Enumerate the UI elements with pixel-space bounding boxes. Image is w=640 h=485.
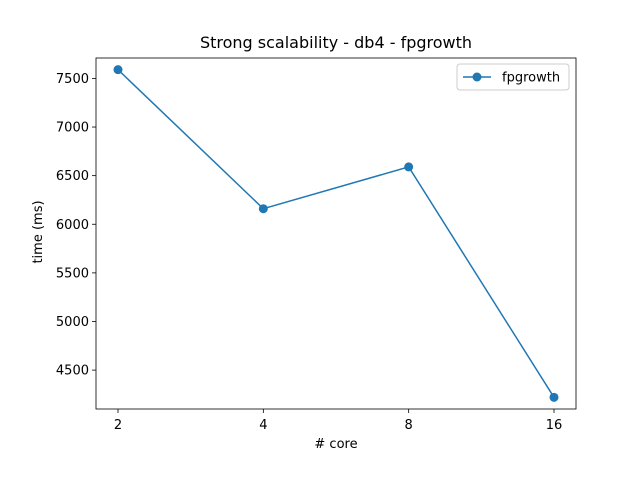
chart-title: Strong scalability - db4 - fpgrowth xyxy=(200,33,472,52)
data-point xyxy=(258,204,268,214)
y-tick-label: 7500 xyxy=(56,72,89,87)
data-point xyxy=(549,392,559,402)
y-tick-label: 5500 xyxy=(56,266,89,281)
data-point xyxy=(404,162,414,172)
y-tick-label: 4500 xyxy=(56,364,89,379)
y-tick-label: 6000 xyxy=(56,218,89,233)
legend-series-label: fpgrowth xyxy=(502,71,560,86)
x-tick-label: 2 xyxy=(114,418,122,433)
x-axis-label: # core xyxy=(314,437,357,452)
y-tick-label: 6500 xyxy=(56,169,89,184)
y-tick-label: 5000 xyxy=(56,315,89,330)
legend-box xyxy=(456,63,570,91)
plot-frame xyxy=(95,57,577,410)
series-line-fpgrowth xyxy=(117,69,555,398)
x-tick-label: 4 xyxy=(259,418,267,433)
legend: fpgrowth xyxy=(456,63,570,91)
y-tick-label: 7000 xyxy=(56,121,89,136)
data-point xyxy=(113,65,123,75)
x-tick-label: 8 xyxy=(405,418,413,433)
y-axis-label: time (ms) xyxy=(31,200,46,263)
legend-series-marker xyxy=(472,72,482,82)
x-tick-label: 16 xyxy=(546,418,563,433)
plot-area: 2 4 8 16 4500 5000 5500 6000 6500 7000 7500 xyxy=(56,57,577,433)
